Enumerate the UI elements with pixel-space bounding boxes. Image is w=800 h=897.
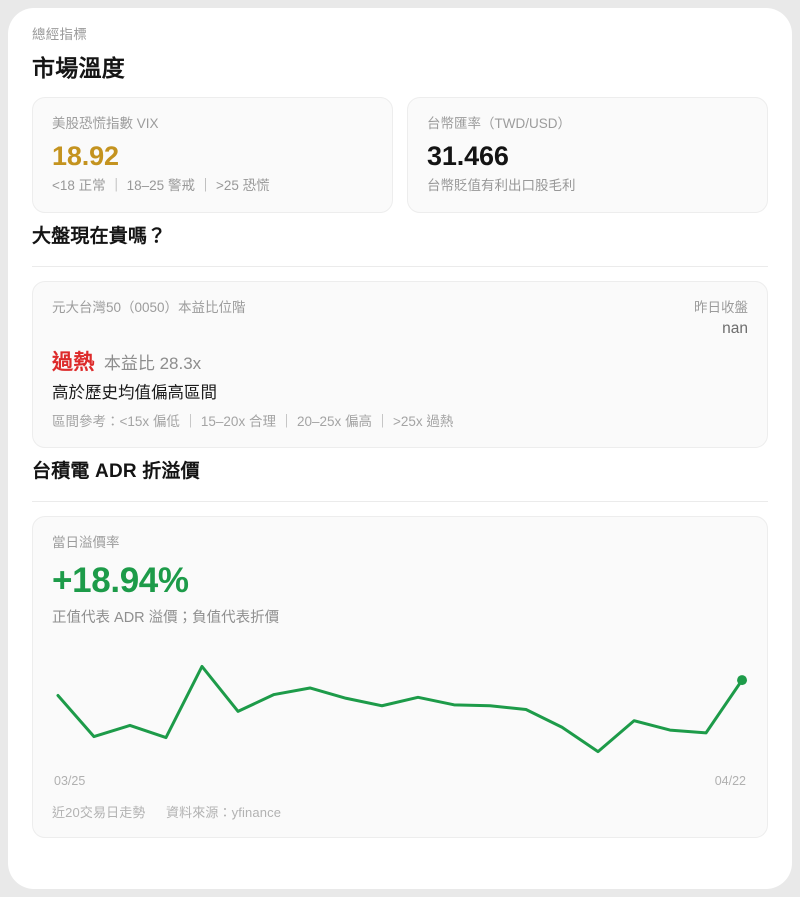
adr-sparkline-last-marker (737, 675, 748, 686)
prev-close-block: 昨日收盤 nan (678, 299, 748, 340)
valuation-divider (32, 265, 768, 267)
adr-note: 正值代表 ADR 溢價；負值代表折價 (52, 609, 280, 626)
fx-note: 台幣貶值有利出口股毛利 (427, 178, 576, 194)
prev-close-value: nan (722, 319, 748, 337)
valuation-ratio: 本益比 28.3x (103, 354, 202, 374)
valuation-card: 元大台灣50（0050）本益比位階 昨日收盤 nan 過熱 本益比 28.3x … (32, 280, 768, 449)
valuation-heading: 大盤現在貴嗎？ (32, 225, 167, 247)
adr-source-line: 近20交易日走勢 資料來源：yfinance (52, 802, 748, 821)
prev-close-label: 昨日收盤 (694, 299, 748, 315)
adr-source-text: 資料來源：yfinance (166, 805, 282, 821)
page-eyebrow: 總經指標 (32, 27, 88, 42)
app-page: 總經指標 市場溫度 美股恐慌指數 VIX 18.92 <18 正常 ｜ 18–2… (8, 8, 792, 889)
vix-card: 美股恐慌指數 VIX 18.92 <18 正常 ｜ 18–25 警戒 ｜ >25… (32, 96, 393, 213)
adr-sparkline-chart: 03/25 04/22 (52, 647, 748, 788)
fx-value: 31.466 (427, 140, 509, 171)
adr-sparkline-svg (56, 665, 748, 754)
adr-card-label: 當日溢價率 (52, 534, 120, 550)
valuation-status-badge: 過熱 (52, 351, 95, 375)
page-title: 市場溫度 (32, 54, 125, 81)
adr-axis-labels: 03/25 04/22 (52, 774, 748, 788)
adr-heading: 台積電 ADR 折溢價 (32, 461, 200, 483)
adr-divider (32, 500, 768, 502)
adr-range-text: 近20交易日走勢 (52, 805, 146, 821)
adr-premium-value: +18.94% (52, 560, 189, 600)
valuation-range-reference: 區間參考：<15x 偏低 ｜ 15–20x 合理 ｜ 20–25x 偏高 ｜ >… (52, 413, 454, 429)
macro-card-row: 美股恐慌指數 VIX 18.92 <18 正常 ｜ 18–25 警戒 ｜ >25… (32, 96, 768, 213)
adr-axis-start: 03/25 (54, 774, 86, 789)
fx-card-label: 台幣匯率（TWD/USD） (427, 115, 571, 131)
vix-value: 18.92 (52, 140, 119, 171)
vix-scale-note: <18 正常 ｜ 18–25 警戒 ｜ >25 恐慌 (52, 178, 270, 194)
valuation-card-header: 元大台灣50（0050）本益比位階 昨日收盤 nan (52, 299, 748, 340)
valuation-status-row: 過熱 本益比 28.3x (52, 346, 748, 376)
adr-card: 當日溢價率 +18.94% 正值代表 ADR 溢價；負值代表折價 03/25 0… (32, 515, 768, 839)
fx-card: 台幣匯率（TWD/USD） 31.466 台幣貶值有利出口股毛利 (407, 96, 768, 213)
valuation-card-label: 元大台灣50（0050）本益比位階 (52, 299, 246, 315)
vix-card-label: 美股恐慌指數 VIX (52, 115, 159, 131)
valuation-description: 高於歷史均值偏高區間 (52, 384, 217, 403)
adr-axis-end: 04/22 (714, 774, 746, 789)
adr-sparkline-path (56, 665, 744, 754)
